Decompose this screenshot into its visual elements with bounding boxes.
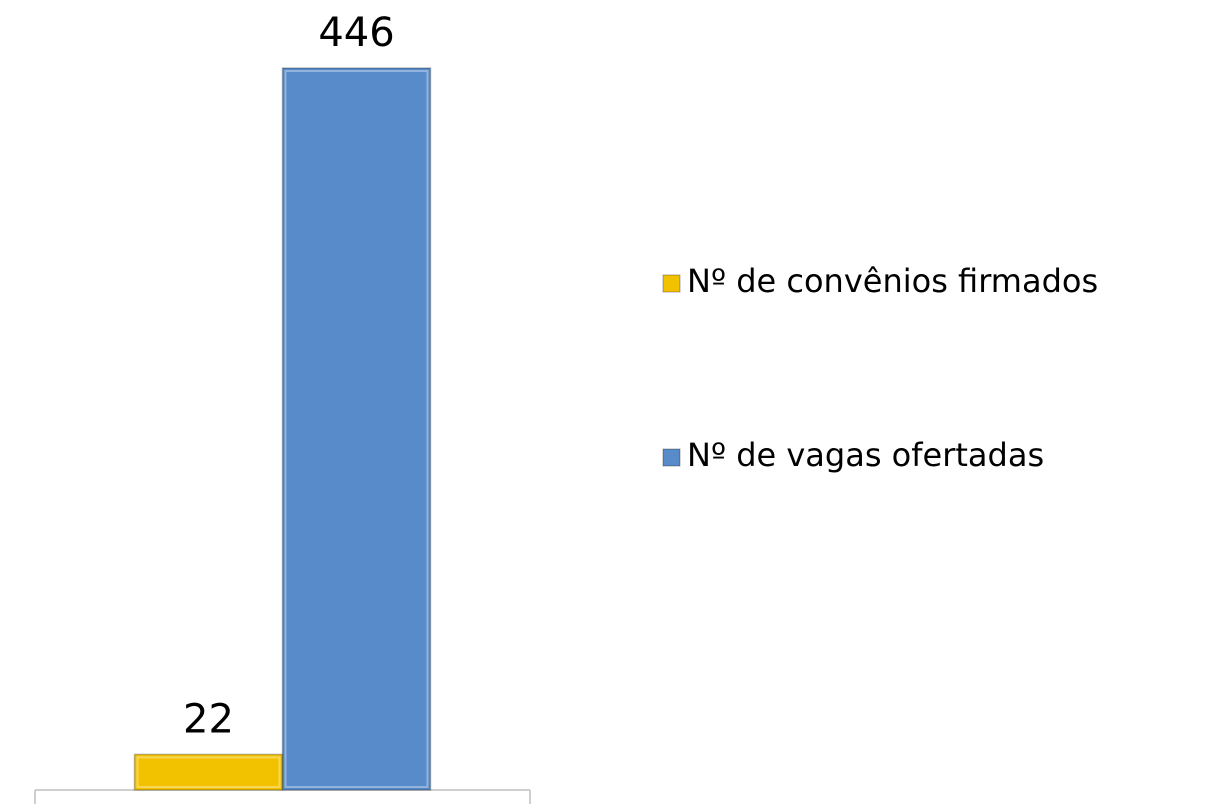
bar xyxy=(133,753,284,791)
legend-swatch xyxy=(662,274,681,293)
data-label: 22 xyxy=(183,696,234,742)
data-label: 446 xyxy=(318,10,394,56)
bar xyxy=(281,67,432,791)
legend-swatch xyxy=(662,448,681,467)
bar-bevel xyxy=(284,70,429,788)
bar-bevel xyxy=(136,756,281,788)
legend-label: Nº de convênios firmados xyxy=(687,262,1098,300)
legend-label: Nº de vagas ofertadas xyxy=(687,436,1044,474)
